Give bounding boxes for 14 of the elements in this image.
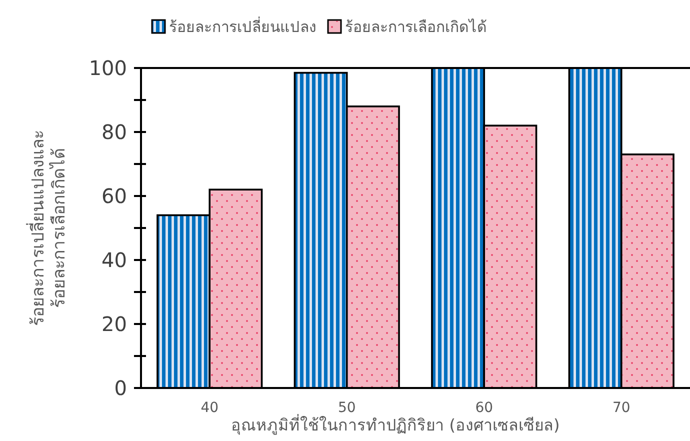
legend-label: ร้อยละการเลือกเกิดได้: [345, 18, 487, 36]
y-tick-label: 20: [102, 312, 127, 336]
y-tick-label: 0: [114, 376, 127, 400]
x-tick-label: 70: [612, 400, 630, 416]
x-tick-label: 40: [200, 400, 219, 416]
y-tick-label: 40: [102, 248, 127, 272]
y-tick-label: 100: [88, 56, 127, 80]
y-axis-title: ร้อยละการเปลี่ยนแปลงและ ร้อยละการเลือกเกิดได้: [26, 130, 70, 326]
y-tick-label: 80: [102, 120, 127, 144]
legend-label: ร้อยละการเปลี่ยนแปลง: [169, 16, 316, 36]
x-tick-label: 50: [338, 400, 356, 416]
x-axis-title: อุณหภูมิที่ใช้ในการทำปฏิกิริยา (องศาเซลเซียล): [231, 414, 560, 436]
x-tick-label: 60: [475, 400, 494, 416]
y-tick-label: 60: [102, 184, 127, 208]
